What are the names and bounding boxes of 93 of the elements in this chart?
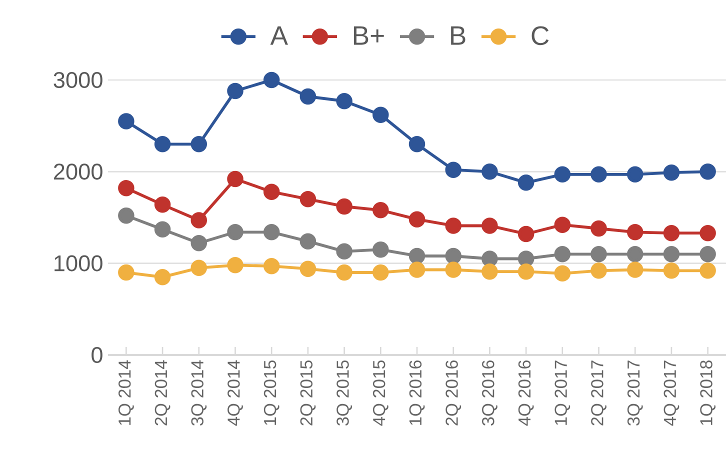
point bbox=[445, 162, 462, 178]
y-tick-label: 3000 bbox=[54, 72, 102, 88]
point bbox=[554, 246, 571, 262]
point bbox=[626, 246, 644, 262]
point bbox=[518, 174, 534, 191]
point bbox=[482, 164, 498, 180]
point bbox=[590, 262, 607, 279]
point bbox=[263, 184, 280, 200]
x-tick-label: 1Q 2014 bbox=[118, 360, 134, 425]
point bbox=[263, 224, 280, 240]
x-tick-label: 1Q 2017 bbox=[554, 360, 570, 425]
point bbox=[482, 218, 498, 234]
point bbox=[663, 224, 680, 242]
point bbox=[118, 208, 134, 224]
point bbox=[227, 224, 244, 240]
point bbox=[408, 136, 426, 152]
x-tick-label: 4Q 2017 bbox=[664, 360, 680, 426]
point bbox=[554, 166, 571, 183]
x-tick-label: 1Q 2015 bbox=[264, 360, 280, 425]
point bbox=[190, 260, 208, 276]
point bbox=[372, 241, 389, 258]
x-tick-label: 1Q 2018 bbox=[700, 360, 716, 425]
point bbox=[663, 164, 680, 181]
point bbox=[482, 250, 498, 267]
point bbox=[590, 166, 607, 183]
point bbox=[263, 258, 280, 274]
point bbox=[445, 218, 462, 234]
point bbox=[336, 264, 352, 281]
point bbox=[700, 224, 716, 242]
point bbox=[154, 268, 171, 286]
point bbox=[154, 196, 171, 213]
point bbox=[663, 262, 680, 279]
point bbox=[408, 211, 426, 228]
point bbox=[300, 233, 316, 250]
point bbox=[482, 263, 498, 280]
point bbox=[372, 202, 389, 218]
y-tick-label: 0 bbox=[92, 346, 102, 364]
legend-label: C bbox=[532, 26, 549, 46]
point bbox=[372, 264, 389, 281]
point bbox=[700, 246, 716, 262]
x-tick-label: 3Q 2014 bbox=[191, 360, 207, 426]
legend-label: B bbox=[451, 26, 466, 45]
point bbox=[227, 257, 244, 274]
point bbox=[118, 180, 134, 196]
x-tick-label: 4Q 2014 bbox=[228, 360, 243, 426]
point bbox=[554, 265, 571, 282]
point bbox=[626, 262, 644, 278]
point bbox=[300, 191, 316, 208]
point bbox=[626, 224, 644, 240]
legend-label: B+ bbox=[354, 26, 384, 45]
point bbox=[372, 106, 389, 123]
point bbox=[300, 88, 316, 105]
point bbox=[445, 262, 462, 278]
x-tick-label: 3Q 2016 bbox=[482, 360, 498, 426]
point bbox=[227, 82, 244, 100]
x-tick-label: 2Q 2015 bbox=[300, 360, 316, 426]
point bbox=[336, 92, 352, 110]
x-tick-label: 2Q 2017 bbox=[591, 360, 606, 426]
point bbox=[118, 113, 134, 130]
point bbox=[227, 170, 244, 188]
point bbox=[518, 226, 534, 242]
y-tick-label: 1000 bbox=[54, 255, 102, 272]
point bbox=[626, 166, 644, 183]
point bbox=[518, 263, 534, 280]
point bbox=[190, 212, 208, 228]
x-tick-label: 1Q 2016 bbox=[409, 360, 425, 425]
x-tick-label: 4Q 2016 bbox=[518, 360, 534, 426]
point bbox=[336, 243, 352, 260]
point bbox=[590, 220, 607, 237]
point bbox=[700, 262, 716, 279]
x-tick-label: 2Q 2016 bbox=[446, 360, 462, 426]
point bbox=[300, 260, 316, 277]
point bbox=[445, 248, 462, 264]
point bbox=[190, 136, 208, 152]
point bbox=[118, 264, 134, 281]
point bbox=[154, 221, 171, 238]
point bbox=[336, 198, 352, 215]
point bbox=[263, 72, 280, 88]
point bbox=[700, 164, 716, 180]
point bbox=[663, 246, 680, 262]
point bbox=[154, 136, 171, 152]
legend-label: A bbox=[270, 26, 288, 45]
point bbox=[590, 246, 607, 262]
x-tick-label: 3Q 2017 bbox=[627, 360, 643, 426]
point bbox=[408, 262, 426, 278]
x-tick-label: 4Q 2015 bbox=[372, 360, 388, 426]
point bbox=[408, 248, 426, 264]
point bbox=[554, 216, 571, 233]
x-tick-label: 2Q 2014 bbox=[154, 360, 170, 426]
point bbox=[190, 235, 208, 252]
y-tick-label: 2000 bbox=[54, 164, 102, 180]
point bbox=[518, 250, 534, 267]
x-tick-label: 3Q 2015 bbox=[336, 360, 352, 426]
